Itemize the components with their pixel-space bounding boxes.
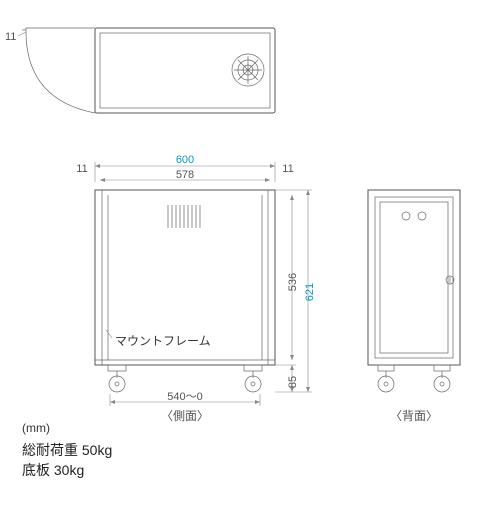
caster-left (108, 365, 126, 392)
dim-height-inner: 536 (287, 273, 299, 291)
caster-right (244, 365, 262, 392)
side-view: マウントフレーム (95, 190, 275, 392)
dim-caster: 85 (287, 376, 299, 388)
top-view: 11 (5, 28, 275, 113)
technical-drawing: 11 11 600 11 578 (0, 0, 500, 500)
side-caption: 〈側面〉 (161, 409, 209, 423)
dim-height-outer: 621 (304, 283, 316, 301)
weight-total: 総耐荷重 50kg (22, 442, 112, 458)
back-view (368, 190, 460, 392)
dim-depth-range: 540～0 (167, 391, 202, 403)
dim-width-outer: 600 (176, 154, 194, 166)
side-view-top-dims: 11 600 11 578 (76, 154, 293, 182)
side-view-right-dims: 536 621 85 (275, 190, 316, 392)
mount-frame-label: マウントフレーム (115, 334, 211, 348)
dim-gap-right: 11 (282, 163, 293, 175)
dim-top-offset: 11 (5, 31, 16, 43)
unit-label: (mm) (22, 421, 50, 435)
back-caption: 〈背面〉 (390, 409, 438, 423)
dim-width-inner: 578 (176, 169, 194, 181)
side-view-bottom-dim: 540～0 (110, 391, 260, 406)
weight-bottom: 底板 30kg (22, 462, 84, 478)
dim-gap-left: 11 (76, 163, 87, 175)
